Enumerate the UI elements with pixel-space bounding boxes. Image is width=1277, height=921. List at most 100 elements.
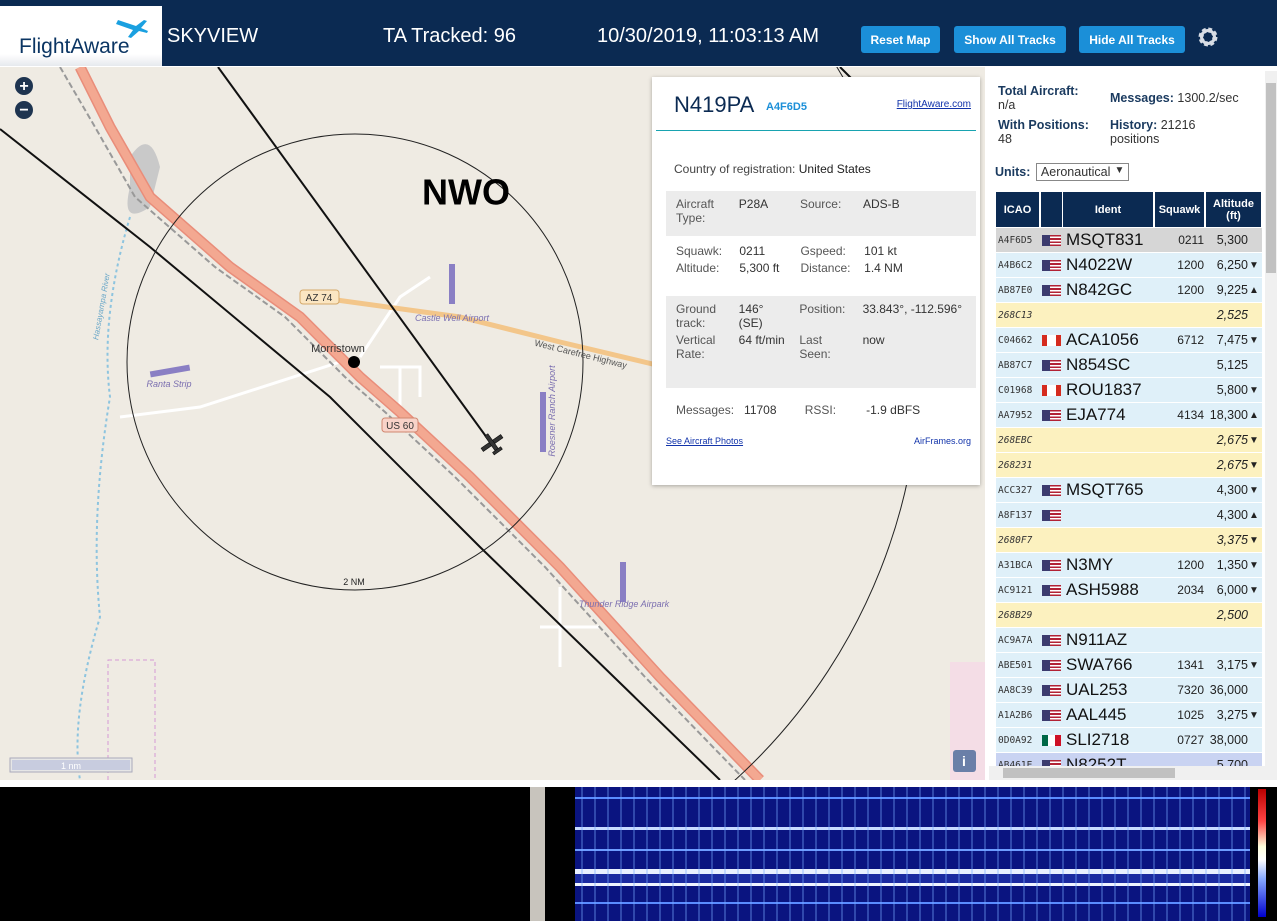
info-button[interactable] <box>953 750 976 772</box>
table-row[interactable]: AA7952 EJA774 4134 18,300 ▲ <box>996 403 1262 428</box>
logo-graphic: FlightAware <box>19 20 148 58</box>
field-label: RSSI: <box>804 403 837 417</box>
column-header[interactable]: Ident <box>1063 192 1153 227</box>
stat-value: 48 <box>998 132 1012 146</box>
stat-label: Messages: <box>1110 91 1174 105</box>
column-header[interactable]: Altitude (ft) <box>1206 192 1261 227</box>
stat-positions: With Positions: 48 <box>998 118 1098 146</box>
table-row[interactable]: 0D0A92 SLI2718 0727 38,000 <box>996 728 1262 753</box>
icao-cell: AB461E <box>998 759 1033 767</box>
table-row[interactable]: C04662 ACA1056 6712 7,475 ▼ <box>996 328 1262 353</box>
stat-total: Total Aircraft: n/a <box>998 84 1098 112</box>
squawk-cell: 6712 <box>1177 333 1204 347</box>
table-row[interactable]: 268C13 2,525 <box>996 303 1262 328</box>
altitude-cell: 3,275 <box>1216 708 1248 722</box>
airframes-link[interactable]: AirFrames.org <box>913 436 971 446</box>
table-row[interactable]: A31BCA N3MY 1200 1,350 ▼ <box>996 553 1262 578</box>
table-row[interactable]: 268231 2,675 ▼ <box>996 453 1262 478</box>
table-row[interactable]: 2680F7 3,375 ▼ <box>996 528 1262 553</box>
app-name: SKYVIEW <box>167 25 259 47</box>
aircraft-popup: N419PA A4F6D5 FlightAware.com Country of… <box>652 77 980 485</box>
trend-cell: ▼ <box>1249 384 1259 396</box>
field-value: 146° (SE) <box>738 302 764 330</box>
trend-cell: ▼ <box>1249 659 1259 671</box>
trend-cell: ▼ <box>1249 259 1259 271</box>
field-label: Messages: <box>676 403 735 417</box>
ident-cell: ASH5988 <box>1066 580 1139 599</box>
altitude-cell: 6,250 <box>1216 258 1248 272</box>
flag-us <box>1042 710 1061 721</box>
aircraft-table: ICAO Ident Squawk Altitude (ft) A4F6D5 MSQT83… <box>996 192 1264 766</box>
icao-cell: A31BCA <box>998 559 1033 571</box>
flag-us <box>1042 510 1061 521</box>
header: FlightAware SKYVIEW TA Tracked: 96 10/30… <box>0 0 1277 66</box>
color-bar <box>1258 789 1266 917</box>
ident-cell: N8252T <box>1066 755 1127 766</box>
field-table: Aircraft Type: P28A Source: ADS-B <box>666 197 976 228</box>
icao-cell: ABE501 <box>998 659 1033 671</box>
flightaware-link[interactable]: FlightAware.com <box>896 99 971 110</box>
flag-ca <box>1042 385 1061 396</box>
squawk-cell: 1200 <box>1177 258 1204 272</box>
icao-cell: AA7952 <box>998 409 1033 421</box>
hide-tracks-button[interactable]: Hide All Tracks <box>1079 26 1185 53</box>
table-row[interactable]: 268B29 2,500 <box>996 603 1262 628</box>
table-row[interactable]: AA8C39 UAL253 7320 36,000 <box>996 678 1262 703</box>
table-row[interactable]: A4B6C2 N4022W 1200 6,250 ▼ <box>996 253 1262 278</box>
table-row[interactable]: A8F137 4,300 ▲ <box>996 503 1262 528</box>
table-row[interactable]: AB461E N8252T 5,700 <box>996 753 1262 766</box>
field-label: Altitude: <box>676 261 720 275</box>
photos-link[interactable]: See Aircraft Photos <box>666 436 744 446</box>
altitude-cell: 1,350 <box>1216 558 1248 572</box>
table-row[interactable]: AB87E0 N842GC 1200 9,225 ▲ <box>996 278 1262 303</box>
logo[interactable]: FlightAware <box>0 6 162 66</box>
column-header[interactable]: ICAO <box>996 192 1039 227</box>
table-row[interactable]: C01968 ROU1837 5,800 ▼ <box>996 378 1262 403</box>
icao-cell: 268EBC <box>998 434 1033 446</box>
ident-cell: ROU1837 <box>1066 380 1142 399</box>
ident-cell: SWA766 <box>1066 655 1133 674</box>
reset-map-button[interactable]: Reset Map <box>861 26 940 53</box>
airport-label: Ranta Strip <box>146 379 191 389</box>
airport-label: Castle Well Airport <box>415 313 490 323</box>
table-row[interactable]: AC9A7A N911AZ <box>996 628 1262 653</box>
ident-cell: EJA774 <box>1066 405 1126 424</box>
altitude-cell: 6,000 <box>1216 583 1248 597</box>
settings-gear[interactable] <box>1196 25 1220 49</box>
ident-cell: N3MY <box>1066 555 1114 574</box>
table-row[interactable]: 268EBC 2,675 ▼ <box>996 428 1262 453</box>
zoom-in[interactable] <box>15 77 33 95</box>
field-label: Aircraft Type: <box>676 197 715 225</box>
field-table: Messages: 11708 RSSI: -1.9 dBFS <box>666 403 976 420</box>
airport-label: Roesner Ranch Airport <box>547 365 557 457</box>
country-value: United States <box>798 162 871 176</box>
h-scrollbar[interactable] <box>989 766 1265 780</box>
scale-label: 1 nm <box>61 761 81 771</box>
show-tracks-button[interactable]: Show All Tracks <box>954 26 1066 53</box>
table-row[interactable]: ACC327 MSQT765 4,300 ▼ <box>996 478 1262 503</box>
column-header[interactable]: Squawk <box>1155 192 1204 227</box>
table-row[interactable]: A1A2B6 AAL445 1025 3,275 ▼ <box>996 703 1262 728</box>
units-select[interactable]: Aeronautical ▼ <box>1035 163 1130 181</box>
icao-cell: AC9121 <box>998 584 1033 596</box>
table-row[interactable]: AC9121 ASH5988 2034 6,000 ▼ <box>996 578 1262 603</box>
trend-cell: ▼ <box>1249 709 1259 721</box>
table-row[interactable]: ABE501 SWA766 1341 3,175 ▼ <box>996 653 1262 678</box>
icao-cell: 0D0A92 <box>998 734 1033 746</box>
field-label: Gspeed: <box>800 244 846 258</box>
altitude-cell: 2,500 <box>1216 608 1248 622</box>
squawk-cell: 0727 <box>1177 733 1204 747</box>
scrollbar[interactable] <box>1265 71 1277 780</box>
field-row: Aircraft Type: P28A Source: ADS-B <box>666 197 976 228</box>
trend-cell: ▲ <box>1249 409 1259 421</box>
airport-label: Thunder Ridge Airpark <box>579 599 670 609</box>
table-row[interactable]: AB87C7 N854SC 5,125 <box>996 353 1262 378</box>
table-row[interactable]: A4F6D5 MSQT831 0211 5,300 <box>996 228 1262 253</box>
field-table: Squawk: 0211 Gspeed: 101 kt Altitude: 5,300 f… <box>666 244 976 278</box>
logo-text: FlightAware <box>19 35 130 58</box>
popup-divider <box>656 130 976 131</box>
tracked-count: TA Tracked: 96 <box>383 25 517 47</box>
units-label: Units: <box>995 165 1031 179</box>
zoom-out[interactable] <box>15 101 33 119</box>
popup-callsign: N419PA <box>674 92 755 117</box>
